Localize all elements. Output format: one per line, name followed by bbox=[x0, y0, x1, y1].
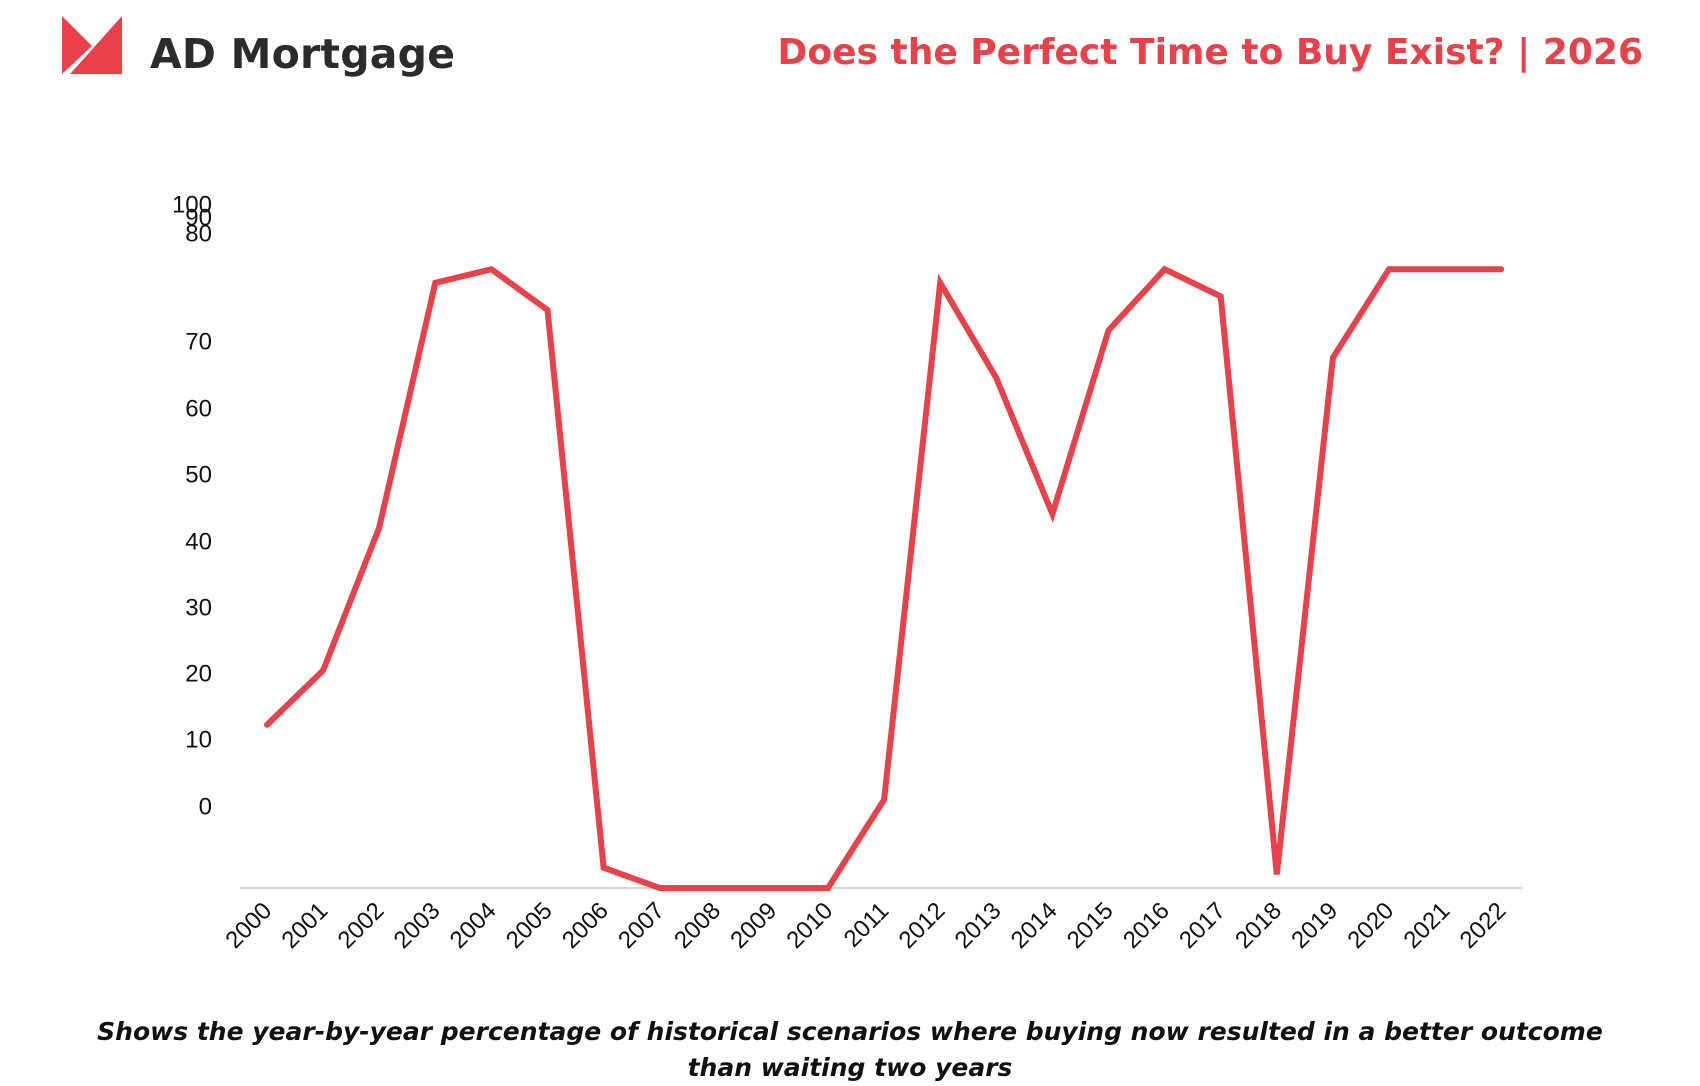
x-tick-label: 2007 bbox=[613, 897, 670, 954]
x-tick-label: 2019 bbox=[1286, 897, 1343, 954]
x-tick-label: 2008 bbox=[669, 897, 726, 954]
chart-caption: Shows the year-by-year percentage of his… bbox=[97, 1017, 1603, 1082]
header: AD Mortgage Does the Perfect Time to Buy… bbox=[0, 0, 1700, 110]
x-tick-label: 2013 bbox=[950, 897, 1007, 954]
y-tick-label: 70 bbox=[185, 328, 212, 355]
x-tick-label: 2022 bbox=[1455, 897, 1512, 954]
ad-mortgage-logo-icon bbox=[62, 16, 122, 74]
y-tick-label: 30 bbox=[185, 594, 212, 621]
page-title: Does the Perfect Time to Buy Exist? | 20… bbox=[777, 32, 1643, 73]
y-tick-label: 10 bbox=[185, 726, 212, 753]
x-tick-label: 2020 bbox=[1342, 897, 1399, 954]
x-tick-label: 2010 bbox=[781, 897, 838, 954]
x-tick-label: 2021 bbox=[1398, 897, 1455, 954]
x-tick-label: 2018 bbox=[1230, 897, 1287, 954]
brand-name: AD Mortgage bbox=[150, 30, 456, 78]
x-tick-label: 2006 bbox=[557, 897, 614, 954]
y-tick-label: 80 bbox=[185, 220, 212, 247]
series-line bbox=[264, 265, 1505, 891]
x-tick-label: 2012 bbox=[894, 897, 951, 954]
y-tick-label: 0 bbox=[199, 793, 212, 820]
x-tick-label: 2016 bbox=[1118, 897, 1175, 954]
x-tick-label: 2005 bbox=[501, 897, 558, 954]
x-tick-label: 2015 bbox=[1062, 897, 1119, 954]
y-tick-label: 20 bbox=[185, 660, 212, 687]
x-tick-label: 2011 bbox=[839, 897, 895, 953]
x-tick-label: 2000 bbox=[220, 897, 277, 954]
y-tick-label: 40 bbox=[185, 528, 212, 555]
y-tick-label: 100 bbox=[172, 191, 212, 218]
x-tick-label: 2009 bbox=[725, 897, 782, 954]
x-tick-label: 2014 bbox=[1006, 897, 1063, 954]
x-tick-label: 2003 bbox=[389, 897, 446, 954]
x-tick-label: 2017 bbox=[1174, 897, 1231, 954]
y-tick-label: 50 bbox=[185, 461, 212, 488]
y-tick-label: 60 bbox=[185, 395, 212, 422]
x-tick-label: 2002 bbox=[333, 897, 390, 954]
x-tick-label: 2001 bbox=[276, 897, 333, 954]
y-tick-label: 90 bbox=[185, 204, 212, 231]
x-tick-label: 2004 bbox=[445, 897, 502, 954]
